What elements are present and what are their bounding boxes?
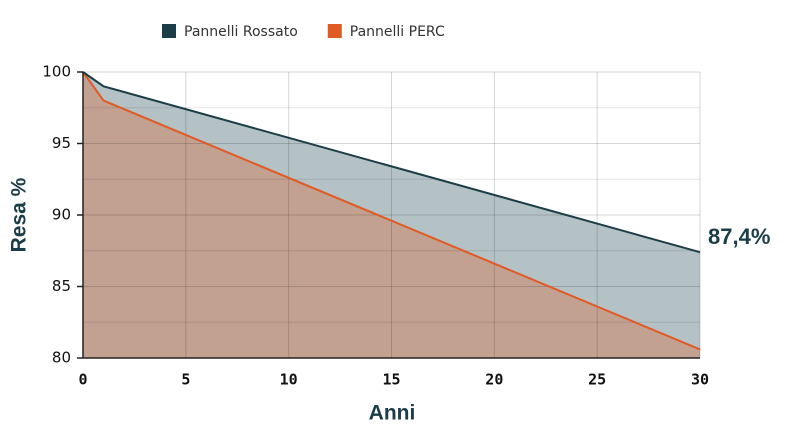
x-tick-label: 10: [280, 371, 298, 389]
y-tick-label: 95: [52, 134, 71, 152]
x-tick-label: 20: [485, 371, 503, 389]
y-axis-label: Resa %: [8, 177, 31, 252]
legend-swatch: [162, 24, 176, 38]
x-axis-label: Anni: [369, 402, 416, 425]
y-tick-label: 100: [42, 63, 71, 81]
x-tick-label: 5: [181, 371, 190, 389]
line: [82, 71, 701, 351]
value-label: 87,4%: [708, 224, 770, 249]
legend-swatch: [327, 24, 342, 38]
y-tick-label: 80: [52, 349, 71, 367]
area: [83, 72, 700, 358]
y-tick-label: 85: [52, 277, 71, 295]
y-tick-label: 90: [52, 206, 71, 224]
x-tick-label: 15: [382, 371, 400, 389]
legend-label: Pannelli Rossato: [184, 24, 298, 40]
x-tick-label: 0: [78, 371, 87, 389]
x-tick-label: 25: [588, 371, 606, 389]
line: [82, 71, 701, 254]
legend-label: Pannelli PERC: [350, 24, 445, 40]
x-tick-label: 30: [691, 371, 709, 389]
